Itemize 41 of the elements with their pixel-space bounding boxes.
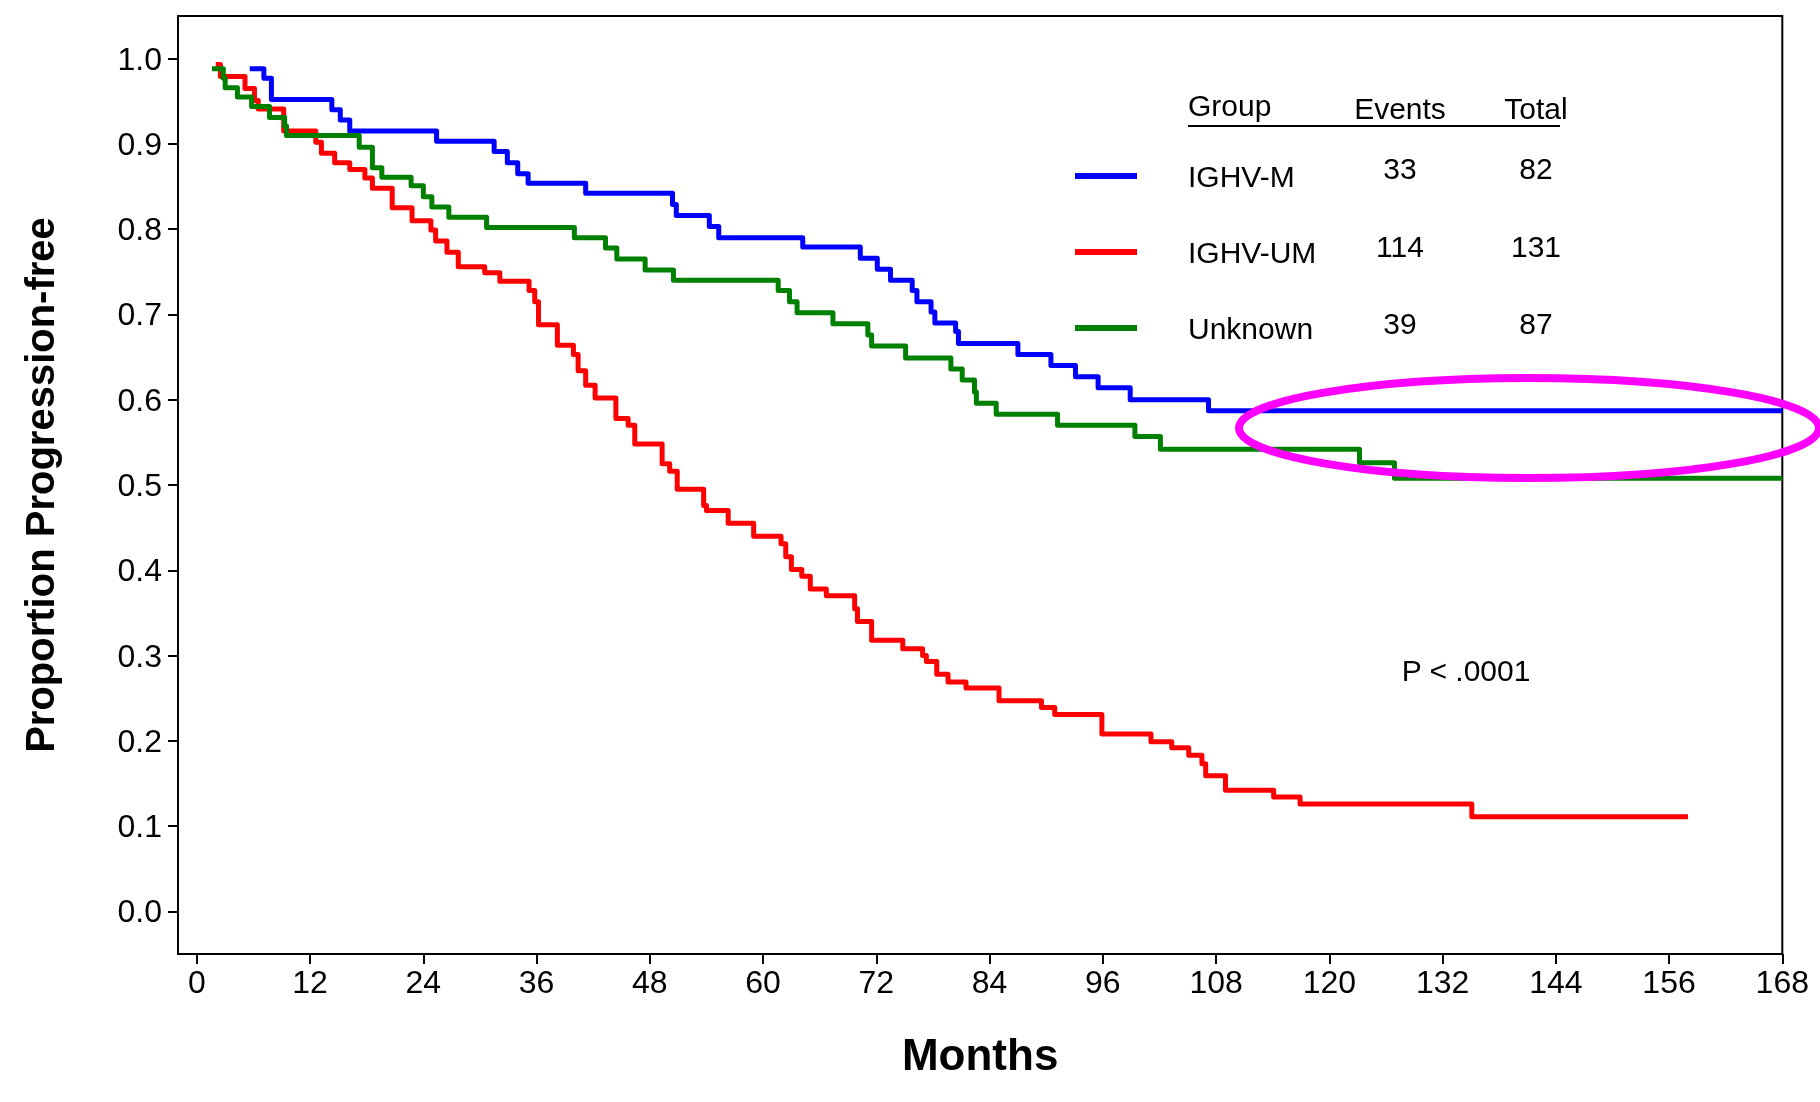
x-tick-label: 96 (1085, 964, 1121, 1000)
legend-label: IGHV-M (1188, 159, 1295, 193)
x-tick-label: 48 (632, 964, 668, 1000)
y-tick-label: 0.2 (117, 722, 162, 759)
x-tick-label: 108 (1189, 964, 1243, 1000)
x-tick-label: 72 (858, 964, 895, 1000)
annotation: 114 (1376, 229, 1424, 263)
y-tick-label: 0.5 (117, 467, 162, 503)
annotation: Total (1504, 91, 1568, 125)
x-tick-label: 84 (971, 964, 1008, 1000)
x-tick-label: 120 (1302, 964, 1357, 1000)
annotation: 131 (1510, 229, 1562, 263)
y-tick-label: 0.0 (117, 893, 162, 930)
annotation: 39 (1383, 306, 1417, 340)
legend-label: IGHV-UM (1188, 235, 1317, 269)
annotation: 87 (1519, 306, 1553, 340)
x-axis-title: Months (901, 1029, 1059, 1079)
legend-title: Group (1188, 88, 1272, 122)
y-tick-label: 0.7 (117, 296, 162, 333)
y-tick-label: 0.9 (117, 125, 162, 162)
y-tick-label: 0.4 (117, 552, 162, 589)
annotation: Events (1354, 91, 1446, 125)
x-tick-label: 36 (518, 964, 555, 1000)
y-tick-label: 0.8 (117, 211, 162, 248)
x-tick-label: 60 (745, 964, 781, 1000)
legend-label: Unknown (1188, 311, 1314, 345)
annotation: 33 (1383, 151, 1417, 185)
y-tick-label: 0.6 (117, 381, 162, 418)
x-tick-label: 156 (1642, 964, 1696, 1000)
y-tick-label: 0.3 (117, 637, 162, 674)
annotation: 82 (1519, 151, 1553, 185)
x-tick-label: 144 (1529, 964, 1583, 1000)
x-tick-label: 24 (405, 964, 442, 1000)
x-tick-label: 168 (1755, 964, 1809, 1000)
x-tick-label: 132 (1415, 964, 1470, 1000)
annotation: P < .0001 (1401, 653, 1531, 687)
y-axis-title: Proportion Progression-free (18, 217, 62, 753)
y-tick-label: 1.0 (117, 40, 162, 77)
x-tick-label: 0 (187, 964, 206, 1000)
y-tick-label: 0.1 (117, 808, 162, 845)
x-tick-label: 12 (292, 964, 328, 1000)
